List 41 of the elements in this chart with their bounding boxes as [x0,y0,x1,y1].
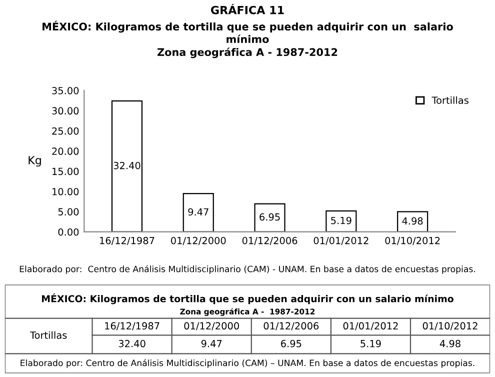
data-label: 5.19 [331,216,352,224]
text: Elaborado por: Centro de Análisis Multidisciplinario (CAM) - UNAM. En base a datos de encuestas propias. [20,265,475,274]
data-label: 9.47 [188,208,208,216]
chart-title: GRÁFICA 11 [211,4,284,14]
category-label: 16/12/1987 [105,322,160,330]
y-tick-label: 15.00 [52,168,79,176]
text: Tortillas [30,331,67,339]
y-tick-label: 0.00 [58,228,79,236]
x-tick-label: 01/12/2006 [242,236,298,246]
y-tick-label: 10.00 [52,188,79,196]
y-axis-title: Kg [28,156,41,167]
category-label: 01/12/2006 [264,322,319,330]
text: 9.47 [201,340,222,348]
text: 4.98 [440,340,460,348]
x-tick-label: 16/12/1987 [100,236,154,246]
text: 32.40 [118,340,146,348]
category-label: 01/12/2000 [184,322,239,330]
text: MÉXICO: Kilogramos de tortilla que se pueden adquirir con un salario mínimo [42,293,454,304]
data-label: 32.40 [114,162,140,170]
y-tick-label: 20.00 [52,148,79,155]
chart-subtitle: MÉXICO: Kilogramos de tortilla que se pueden adquirir con un salario mínimo Zona geográfica A - 1987-2012 [42,20,453,58]
text: Elaborado por: Centro de Análisis Multidisciplinario (CAM) – UNAM. En base a datos de encuestas propias. [20,359,474,368]
data-label: 6.95 [260,213,280,221]
bar [111,100,143,232]
y-tick-label: 35.00 [52,86,79,94]
bar [254,203,286,232]
y-tick-label: 25.00 [52,127,79,135]
y-tick-label: 5.00 [58,208,79,216]
y-tick-label: 30.00 [52,107,79,115]
x-tick-label: 01/12/2000 [171,236,226,246]
x-tick-label: 01/01/2012 [314,236,368,246]
bar [182,193,214,232]
data-label: 4.98 [402,217,423,225]
x-tick-label: 01/10/2012 [385,236,440,246]
category-label: 01/01/2012 [343,322,398,330]
text: 5.19 [360,340,381,348]
bar [326,210,357,232]
text: 6.95 [281,340,302,348]
legend-label: Tortillas [432,96,468,104]
category-label: 01/10/2012 [422,322,478,330]
bar [397,211,428,232]
